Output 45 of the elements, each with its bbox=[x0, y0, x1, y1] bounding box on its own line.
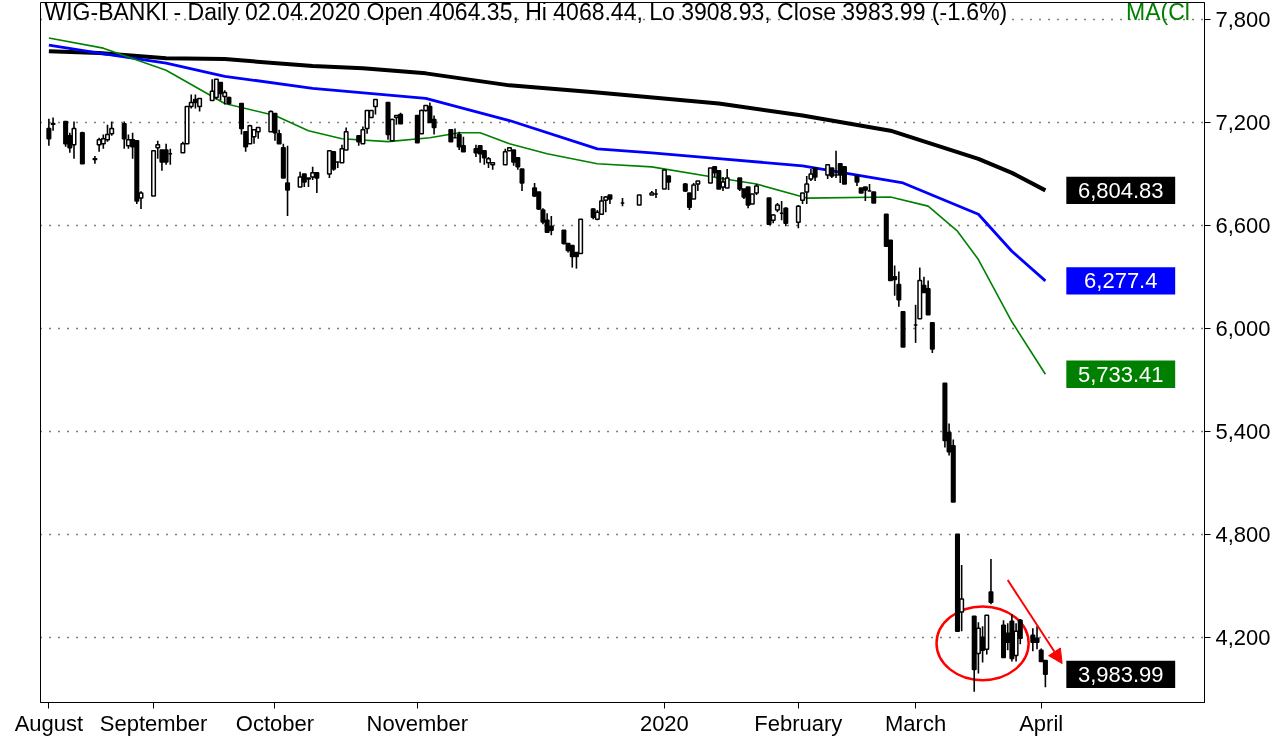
x-tick-label: September bbox=[99, 710, 208, 736]
annotation: 5,733.41 bbox=[1077, 361, 1164, 387]
candlestick bbox=[272, 112, 278, 142]
annotation: 3,983.99 bbox=[1077, 661, 1164, 687]
candlestick bbox=[804, 175, 810, 205]
candlestick bbox=[218, 81, 224, 102]
candlestick bbox=[456, 130, 462, 151]
y-tick-label: 7,800 bbox=[1215, 7, 1271, 33]
line-series bbox=[47, 43, 1047, 283]
candlestick bbox=[544, 212, 550, 234]
x-tick-label: November bbox=[366, 710, 469, 736]
y-tick-label: 6,000 bbox=[1215, 315, 1271, 341]
x-tick-label: October bbox=[235, 710, 315, 736]
candlestick bbox=[46, 117, 52, 147]
candlestick bbox=[163, 142, 169, 166]
candlestick bbox=[661, 169, 667, 190]
y-tick-label: 5,400 bbox=[1215, 418, 1271, 444]
candlestick bbox=[548, 215, 554, 237]
x-tick-label: April bbox=[1019, 710, 1064, 736]
candlestick bbox=[92, 155, 98, 165]
candlestick bbox=[795, 204, 801, 230]
text: MA(Cl bbox=[1126, 0, 1190, 25]
y-tick-label: 6,600 bbox=[1215, 213, 1271, 239]
y-tick-label: 7,200 bbox=[1215, 110, 1271, 136]
y-tick-label: 4,200 bbox=[1215, 624, 1271, 650]
candlestick bbox=[1030, 627, 1036, 653]
candlestick bbox=[314, 172, 320, 194]
candlestick bbox=[724, 168, 730, 189]
candlestick bbox=[71, 120, 77, 160]
x-tick-label: March bbox=[885, 710, 947, 736]
annotation: 6,277.4 bbox=[1084, 268, 1158, 294]
line-series bbox=[48, 37, 1047, 376]
x-tick-label: 2020 bbox=[639, 710, 689, 736]
candlestick bbox=[988, 558, 994, 605]
candlestick bbox=[285, 144, 291, 217]
line-series bbox=[46, 49, 1048, 193]
candlestick bbox=[331, 150, 337, 172]
x-tick-label: August bbox=[14, 710, 84, 736]
x-tick-label: February bbox=[754, 710, 843, 736]
y-tick-label: 4,800 bbox=[1215, 521, 1271, 547]
candlestick bbox=[896, 270, 902, 308]
chart-title: WIG-BANKI - Daily 02.04.2020 Open 4064.35, Hi 4068.44, Lo 3908.93, Close 3983.99 (-1.6%) bbox=[44, 0, 1008, 25]
candlestick bbox=[1034, 625, 1040, 651]
candlestick bbox=[121, 120, 127, 150]
annotation: 6,804.83 bbox=[1077, 177, 1164, 203]
